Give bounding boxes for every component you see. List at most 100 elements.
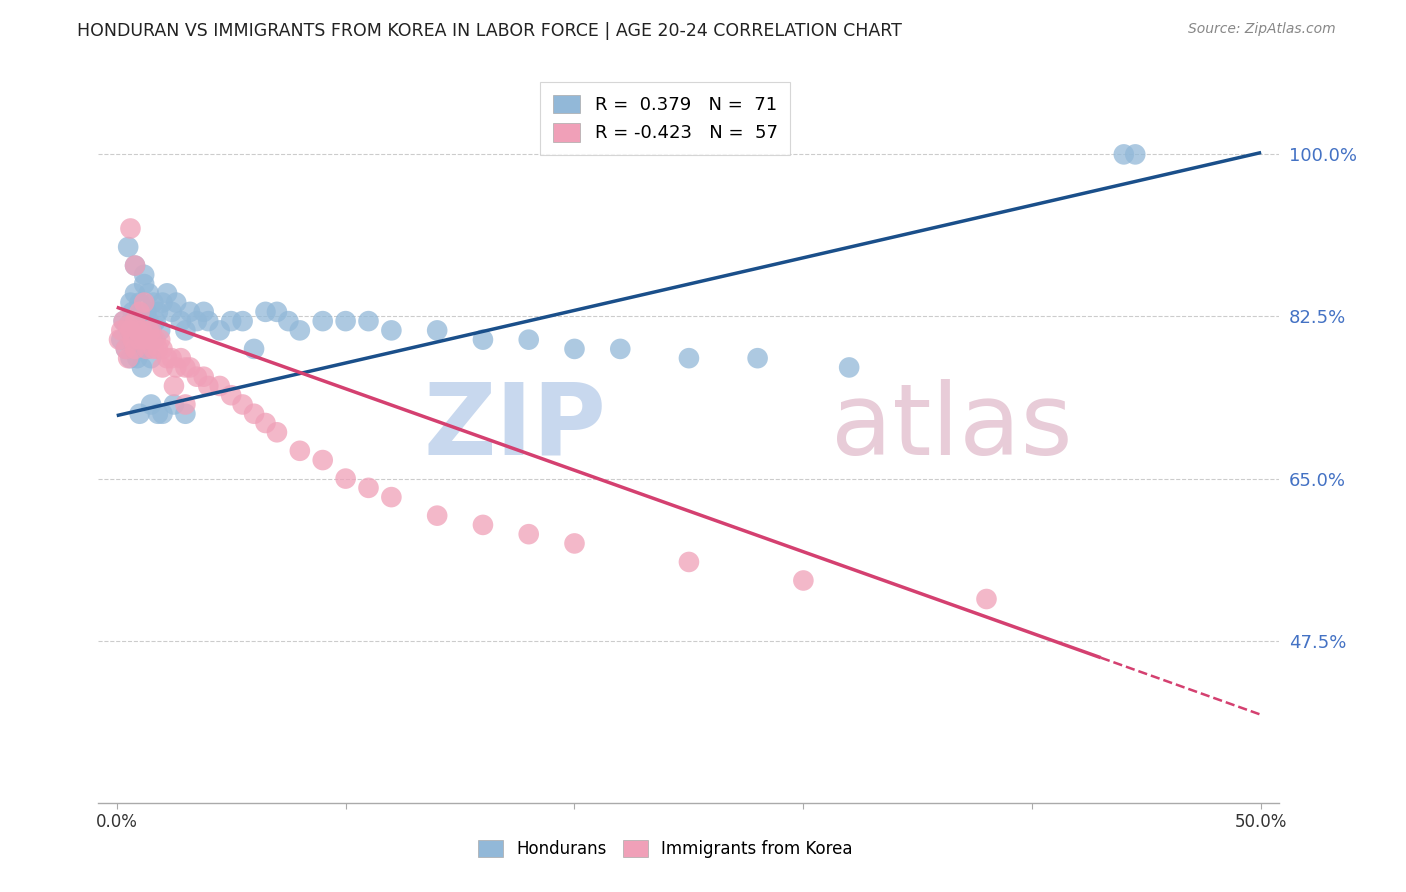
Point — [232, 397, 254, 411]
Point — [134, 295, 156, 310]
Point — [165, 360, 187, 375]
Point — [128, 407, 150, 421]
Point — [156, 351, 179, 366]
Point — [156, 286, 179, 301]
Point — [208, 323, 231, 337]
Point — [117, 318, 139, 333]
Point — [174, 397, 197, 411]
Text: atlas: atlas — [831, 378, 1073, 475]
Point — [124, 314, 146, 328]
Point — [138, 286, 160, 301]
Point — [121, 333, 143, 347]
Point — [1123, 147, 1146, 161]
Point — [135, 305, 157, 319]
Point — [179, 360, 201, 375]
Point — [134, 323, 156, 337]
Point — [170, 351, 193, 366]
Point — [124, 259, 146, 273]
Point — [138, 314, 160, 328]
Point — [121, 305, 143, 319]
Point — [357, 314, 380, 328]
Point — [115, 342, 138, 356]
Point — [219, 314, 242, 328]
Point — [120, 295, 142, 310]
Point — [152, 295, 174, 310]
Point — [110, 323, 132, 337]
Point — [288, 443, 311, 458]
Point — [139, 323, 162, 337]
Point — [1112, 147, 1135, 161]
Point — [115, 342, 138, 356]
Point — [120, 221, 142, 235]
Point — [747, 351, 769, 366]
Legend: Hondurans, Immigrants from Korea: Hondurans, Immigrants from Korea — [470, 832, 862, 867]
Point — [163, 397, 186, 411]
Point — [146, 342, 169, 356]
Point — [146, 407, 169, 421]
Point — [219, 388, 242, 402]
Point — [134, 268, 156, 282]
Point — [266, 425, 288, 440]
Point — [117, 351, 139, 366]
Point — [120, 351, 142, 366]
Point — [193, 369, 215, 384]
Point — [135, 342, 157, 356]
Point — [426, 323, 449, 337]
Point — [131, 314, 153, 328]
Point — [165, 295, 187, 310]
Point — [174, 323, 197, 337]
Point — [128, 295, 150, 310]
Point — [117, 318, 139, 333]
Point — [146, 305, 169, 319]
Point — [131, 360, 153, 375]
Text: ZIP: ZIP — [423, 378, 606, 475]
Text: Source: ZipAtlas.com: Source: ZipAtlas.com — [1188, 22, 1336, 37]
Point — [135, 342, 157, 356]
Point — [160, 351, 183, 366]
Point — [609, 342, 631, 356]
Point — [186, 369, 208, 384]
Text: HONDURAN VS IMMIGRANTS FROM KOREA IN LABOR FORCE | AGE 20-24 CORRELATION CHART: HONDURAN VS IMMIGRANTS FROM KOREA IN LAB… — [77, 22, 903, 40]
Point — [277, 314, 299, 328]
Point — [139, 351, 162, 366]
Point — [266, 305, 288, 319]
Point — [108, 333, 131, 347]
Point — [139, 397, 162, 411]
Point — [517, 333, 540, 347]
Point — [128, 333, 150, 347]
Point — [149, 333, 172, 347]
Point — [139, 323, 162, 337]
Point — [792, 574, 814, 588]
Point — [357, 481, 380, 495]
Point — [142, 333, 165, 347]
Point — [145, 333, 167, 347]
Point — [179, 305, 201, 319]
Point — [124, 259, 146, 273]
Point — [145, 314, 167, 328]
Point — [112, 314, 135, 328]
Point — [134, 333, 156, 347]
Point — [312, 453, 335, 467]
Point — [335, 472, 357, 486]
Point — [152, 360, 174, 375]
Point — [197, 314, 219, 328]
Point — [134, 277, 156, 291]
Point — [120, 323, 142, 337]
Point — [117, 240, 139, 254]
Point — [564, 536, 586, 550]
Point — [160, 305, 183, 319]
Point — [124, 286, 146, 301]
Point — [380, 323, 402, 337]
Point — [139, 333, 162, 347]
Point — [124, 342, 146, 356]
Point — [517, 527, 540, 541]
Point — [121, 333, 143, 347]
Point — [380, 490, 402, 504]
Point — [131, 323, 153, 337]
Point — [127, 323, 149, 337]
Point — [312, 314, 335, 328]
Point — [193, 305, 215, 319]
Point — [335, 314, 357, 328]
Point — [174, 407, 197, 421]
Point — [110, 333, 132, 347]
